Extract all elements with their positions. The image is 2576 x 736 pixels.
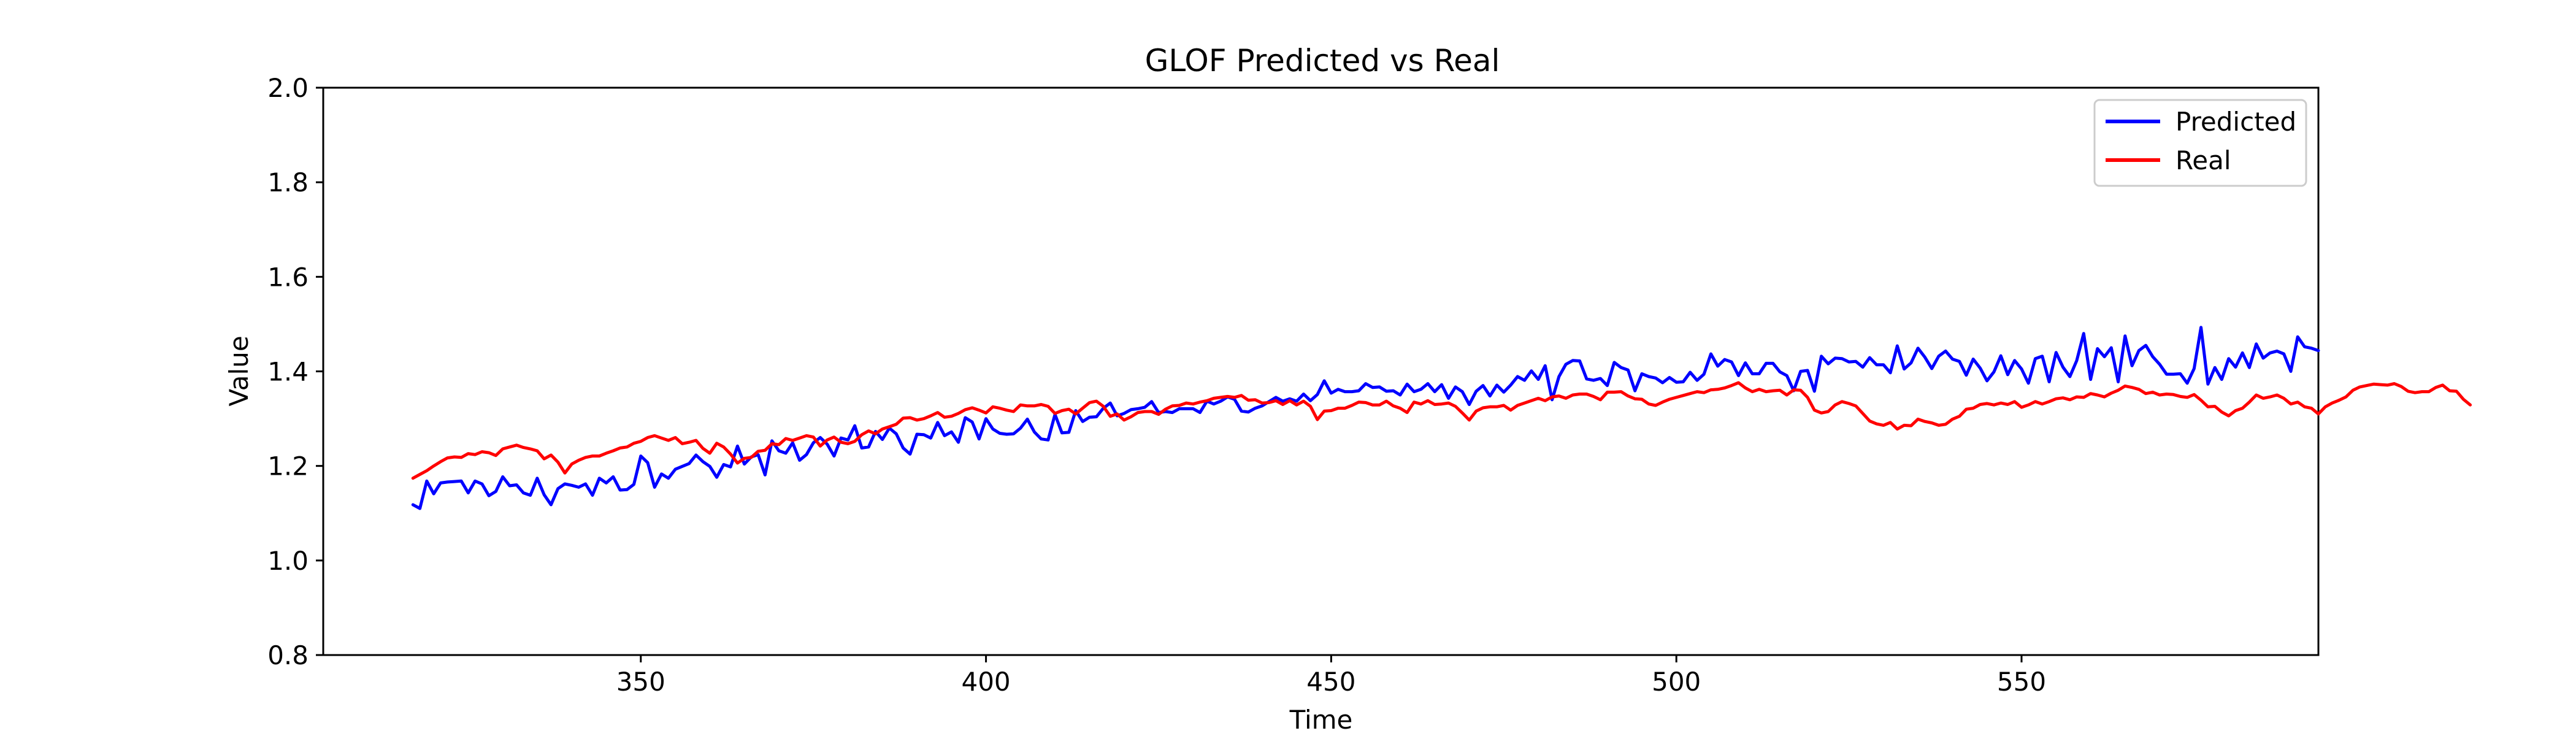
y-tick-label-1.6: 1.6 <box>267 262 309 292</box>
y-axis-label: Value <box>224 335 254 406</box>
x-axis: 350 400 450 500 550 <box>616 655 2046 697</box>
series-line-real <box>411 381 2472 480</box>
y-tick-label-1.8: 1.8 <box>267 167 309 197</box>
x-tick-label-400: 400 <box>961 667 1010 697</box>
chart-title: GLOF Predicted vs Real <box>1145 43 1500 79</box>
y-tick-label-1.4: 1.4 <box>267 357 309 387</box>
x-axis-label: Time <box>1289 705 1353 735</box>
y-tick-label-1.0: 1.0 <box>267 546 309 576</box>
x-tick-label-550: 550 <box>1997 667 2046 697</box>
y-tick-label-2.0: 2.0 <box>267 73 309 103</box>
y-tick-label-0.8: 0.8 <box>267 640 309 670</box>
plot-frame <box>322 86 2320 656</box>
plot-area <box>322 86 2472 656</box>
legend-label-predicted: Predicted <box>2175 107 2296 137</box>
series-layer <box>411 326 2472 510</box>
legend: Predicted Real <box>2093 99 2307 187</box>
y-axis: 0.8 1.0 1.2 1.4 1.6 1.8 2.0 <box>267 73 323 670</box>
x-tick-label-350: 350 <box>616 667 665 697</box>
series-line-predicted <box>411 326 2320 510</box>
x-tick-label-500: 500 <box>1652 667 1701 697</box>
legend-label-real: Real <box>2175 145 2231 175</box>
x-tick-label-450: 450 <box>1306 667 1355 697</box>
y-tick-label-1.2: 1.2 <box>267 451 309 481</box>
